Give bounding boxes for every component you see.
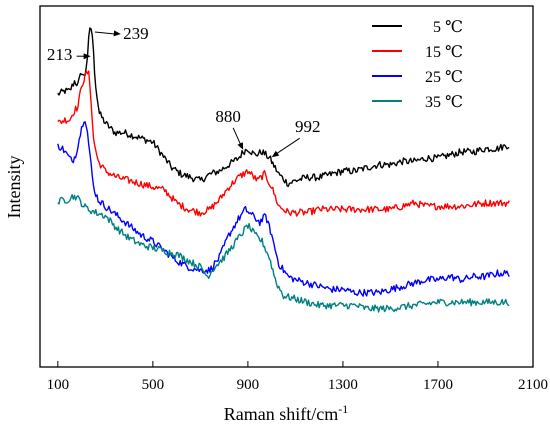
x-tick-label-0: 100 (47, 377, 70, 393)
annotation-arrow-head-0 (83, 53, 91, 60)
legend: 5 ℃ 15 ℃ 25 ℃ 35 ℃ (372, 19, 463, 111)
annotation-arrow-head-1 (113, 30, 121, 37)
annotation-label-3: 992 (295, 117, 321, 136)
series-line-2 (57, 121, 510, 297)
x-tick-label-1: 500 (142, 377, 165, 393)
annotation-label-0: 213 (47, 45, 73, 64)
series-line-3 (57, 194, 510, 313)
y-axis-label: Intensity (4, 156, 24, 219)
legend-label-15: 15 ℃ (425, 44, 463, 61)
annotation-arrow-head-3 (271, 150, 280, 158)
series-line-1 (57, 70, 510, 217)
x-ticks: 100 500 900 1300 1700 2100 (47, 361, 548, 393)
annotations: 213 239 880 992 (47, 24, 321, 158)
annotation-arrow-line-2 (232, 127, 242, 147)
x-axis-label: Raman shift/cm-1 (224, 402, 348, 424)
x-tick-label-4: 1700 (423, 377, 453, 393)
annotation-label-1: 239 (123, 24, 149, 43)
plot-frame (39, 5, 534, 368)
series-line-0 (57, 27, 510, 188)
series-layer (57, 27, 510, 313)
x-tick-label-2: 900 (237, 377, 260, 393)
x-tick-label-5: 2100 (518, 377, 548, 393)
legend-label-5: 5 ℃ (433, 19, 463, 36)
x-tick-label-3: 1300 (328, 377, 358, 393)
legend-label-25: 25 ℃ (425, 69, 463, 86)
annotation-label-2: 880 (215, 107, 241, 126)
annotation-arrow-head-2 (237, 142, 244, 150)
legend-label-35: 35 ℃ (425, 94, 463, 111)
annotation-arrow-line-1 (94, 31, 115, 35)
annotation-arrow-line-3 (275, 137, 301, 155)
